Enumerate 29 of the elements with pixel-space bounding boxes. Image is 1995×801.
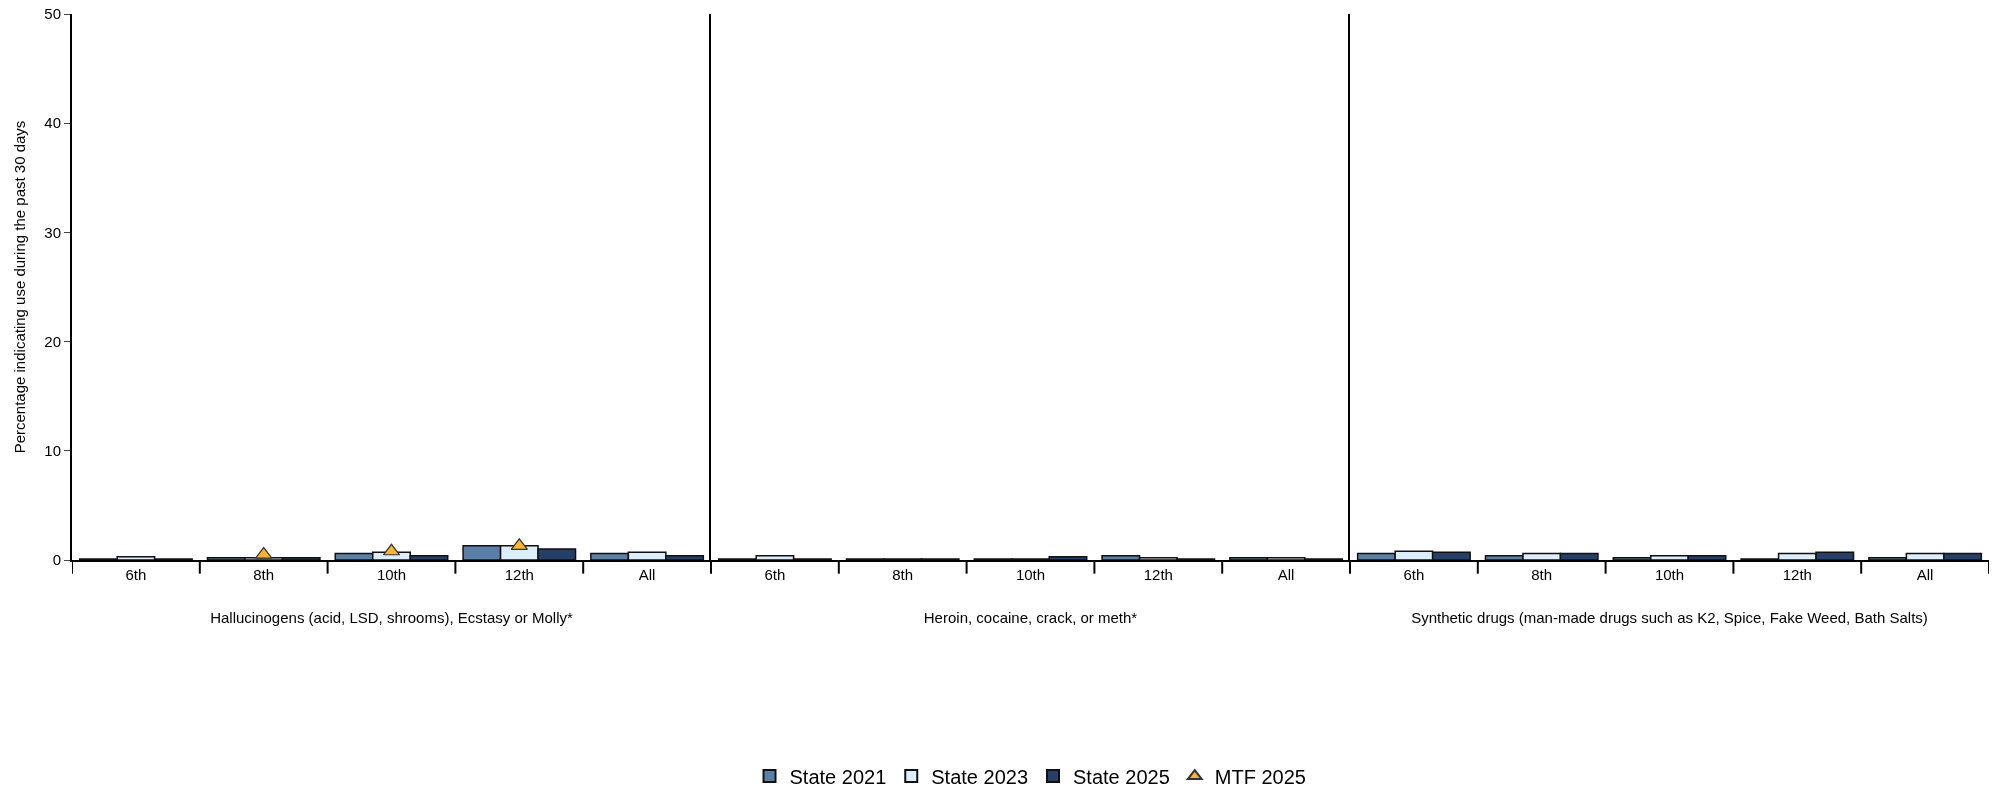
x-tick-label: All (1277, 566, 1295, 583)
y-tick-label: 30 (44, 223, 61, 241)
x-tick-label: 10th (1015, 566, 1046, 583)
x-tick-label: 8th (253, 566, 275, 583)
x-tick-label: 8th (892, 566, 914, 583)
x-axis-title: Hallucinogens (acid, LSD, shrooms), Ecstasy or Molly* (210, 608, 573, 626)
x-tick-label: 10th (376, 566, 407, 583)
x-tick-label: 6th (125, 566, 147, 583)
y-tick-label: 0 (52, 551, 61, 569)
x-tick-label: 8th (1531, 566, 1553, 583)
x-tick-label: All (638, 566, 656, 583)
y-tick-label: 50 (44, 5, 61, 23)
x-tick-label: 6th (764, 566, 786, 583)
y-tick-label: 10 (44, 442, 61, 460)
x-axis-title: Heroin, cocaine, crack, or meth* (923, 608, 1138, 626)
x-tick-label: 12th (504, 566, 534, 583)
x-tick-label: All (1916, 566, 1934, 583)
y-tick-label: 20 (44, 332, 61, 350)
y-tick-label: 40 (44, 114, 61, 132)
x-axis-title: Synthetic drugs (man-made drugs such as K2, Spice, Fake Weed, Bath Salts) (1411, 608, 1928, 626)
legend-label: MTF 2025 (1214, 765, 1306, 788)
x-tick-label: 6th (1403, 566, 1425, 583)
legend-label: State 2023 (931, 765, 1028, 788)
legend-label: State 2021 (789, 765, 887, 788)
x-tick-label: 12th (1143, 566, 1173, 583)
legend-label: State 2025 (1073, 765, 1170, 788)
y-axis-title: Percentage indicating use during the past 30 days (11, 120, 29, 454)
x-tick-label: 12th (1782, 566, 1812, 583)
x-tick-label: 10th (1654, 566, 1685, 583)
